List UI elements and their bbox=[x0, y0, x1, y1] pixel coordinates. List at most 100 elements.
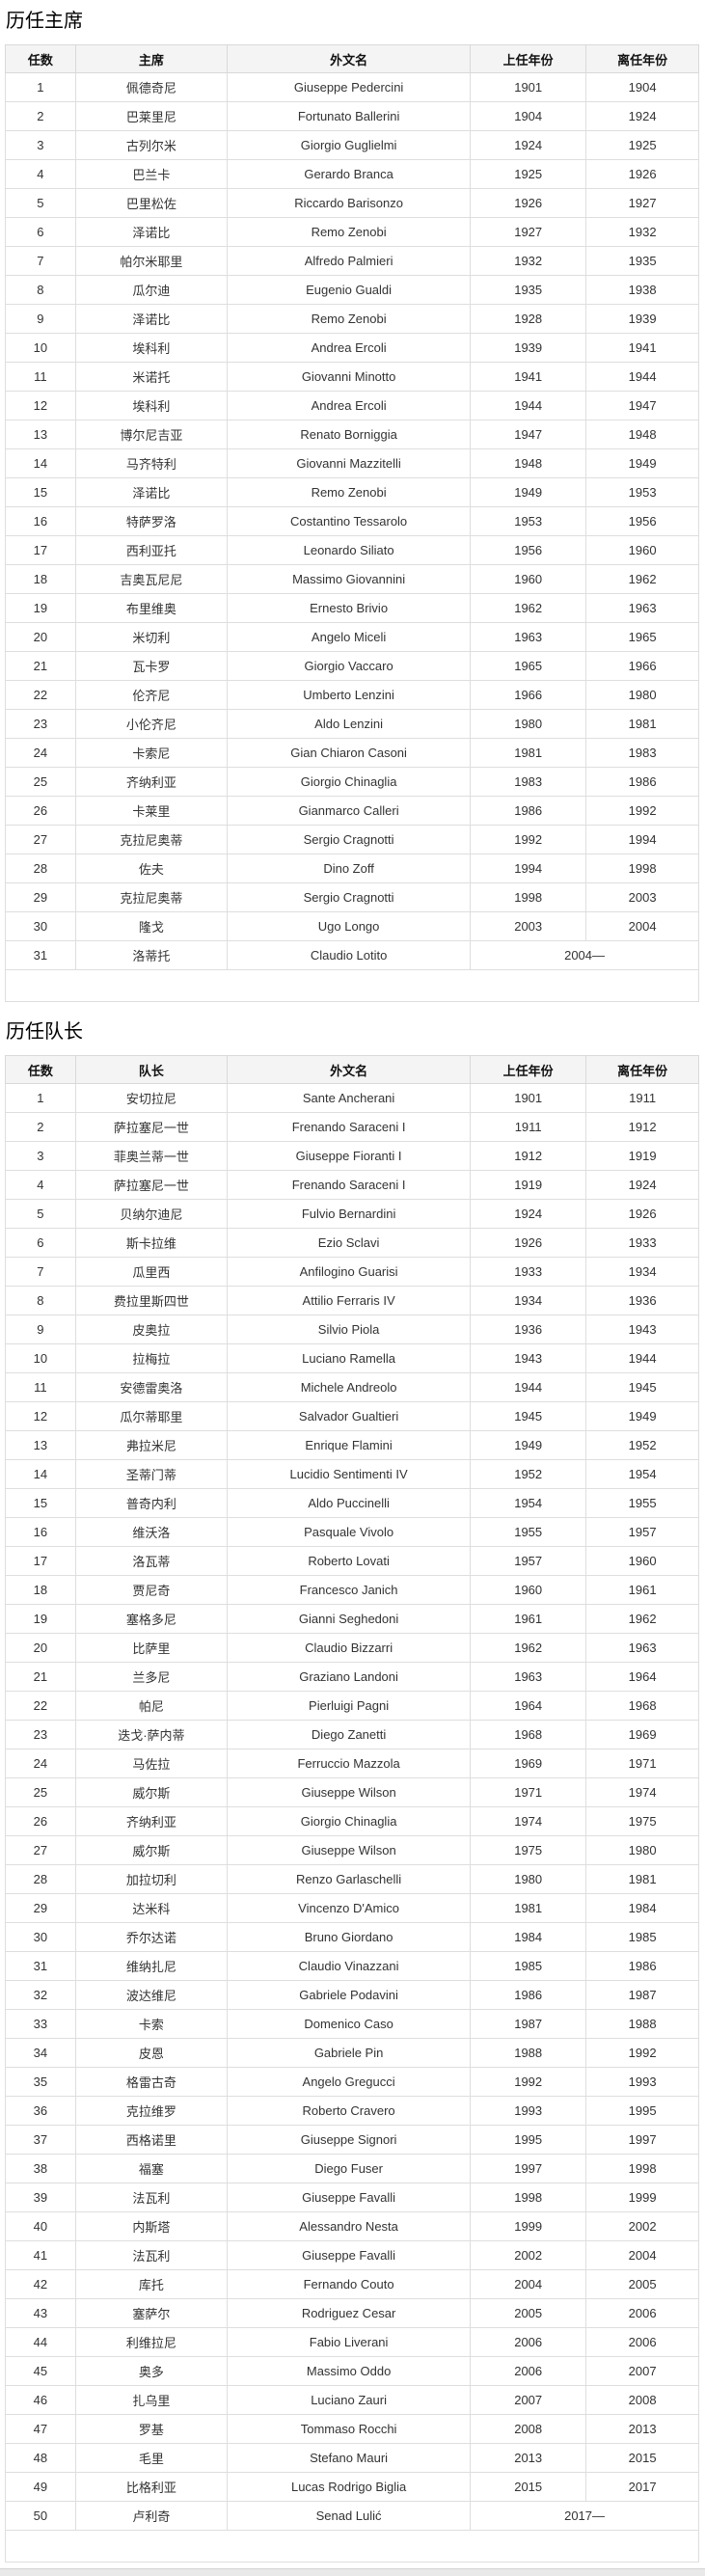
table-cell: Giuseppe Wilson bbox=[227, 1835, 472, 1865]
table-cell: 巴兰卡 bbox=[74, 159, 229, 189]
table-cell: 1954 bbox=[585, 1459, 699, 1489]
table-row: 8 费拉里斯四世 Attilio Ferraris IV 1934 1936 bbox=[5, 1286, 699, 1315]
table-cell: 米切利 bbox=[74, 622, 229, 652]
table-cell: 1911 bbox=[585, 1083, 699, 1113]
table-row: 44 利维拉尼 Fabio Liverani 2006 2006 bbox=[5, 2327, 699, 2357]
table-cell: 4 bbox=[5, 159, 76, 189]
table-cell: 26 bbox=[5, 1806, 76, 1836]
table-cell: 15 bbox=[5, 1488, 76, 1518]
table-cell: 1943 bbox=[470, 1343, 587, 1373]
table-cell: 30 bbox=[5, 1922, 76, 1952]
table-cell: Francesco Janich bbox=[227, 1575, 472, 1605]
table-cell: 泽诺比 bbox=[74, 217, 229, 247]
table-cell: 1963 bbox=[585, 1633, 699, 1663]
table-cell: 齐纳利亚 bbox=[74, 767, 229, 797]
table-cell: Fulvio Bernardini bbox=[227, 1199, 472, 1229]
table-cell: 1998 bbox=[585, 854, 699, 883]
table-cell: 25 bbox=[5, 1777, 76, 1807]
table-row: 7 帕尔米耶里 Alfredo Palmieri 1932 1935 bbox=[5, 246, 699, 276]
table-cell: 安德雷奥洛 bbox=[74, 1372, 229, 1402]
table-cell: 1971 bbox=[585, 1749, 699, 1778]
table-cell: Aldo Puccinelli bbox=[227, 1488, 472, 1518]
table-cell: 19 bbox=[5, 593, 76, 623]
table-row: 23 小伦齐尼 Aldo Lenzini 1980 1981 bbox=[5, 709, 699, 739]
table-cell: Aldo Lenzini bbox=[227, 709, 472, 739]
table-cell: Giorgio Chinaglia bbox=[227, 1806, 472, 1836]
table-cell: 1912 bbox=[585, 1112, 699, 1142]
table-cell: 1919 bbox=[585, 1141, 699, 1171]
table-cell: 1984 bbox=[585, 1893, 699, 1923]
table-row: 33 卡索 Domenico Caso 1987 1988 bbox=[5, 2009, 699, 2039]
presidents-table-head: 任数 主席 外文名 上任年份 离任年份 bbox=[5, 44, 699, 73]
table-cell: Ernesto Brivio bbox=[227, 593, 472, 623]
table-cell: Ferruccio Mazzola bbox=[227, 1749, 472, 1778]
table-cell: 1901 bbox=[470, 1083, 587, 1113]
header-row: 任数 队长 外文名 上任年份 离任年份 bbox=[5, 1055, 699, 1084]
table-cell: 1944 bbox=[585, 1343, 699, 1373]
table-cell: 博尔尼吉亚 bbox=[74, 420, 229, 449]
table-cell: 1961 bbox=[470, 1604, 587, 1634]
table-cell: Claudio Vinazzani bbox=[227, 1951, 472, 1981]
empty-row bbox=[5, 2530, 699, 2562]
table-cell: 1948 bbox=[585, 420, 699, 449]
table-cell: 21 bbox=[5, 651, 76, 681]
empty-cell bbox=[5, 2530, 699, 2562]
table-cell: Rodriguez Cesar bbox=[227, 2298, 472, 2328]
captains-table-head: 任数 队长 外文名 上任年份 离任年份 bbox=[5, 1055, 699, 1084]
table-cell: Claudio Bizzarri bbox=[227, 1633, 472, 1663]
table-cell: 14 bbox=[5, 1459, 76, 1489]
table-cell: 1955 bbox=[585, 1488, 699, 1518]
table-cell: 卡莱里 bbox=[74, 796, 229, 826]
table-cell: 2008 bbox=[585, 2385, 699, 2415]
table-row: 40 内斯塔 Alessandro Nesta 1999 2002 bbox=[5, 2211, 699, 2241]
table-cell: 1924 bbox=[470, 130, 587, 160]
table-cell: 伦齐尼 bbox=[74, 680, 229, 710]
table-row: 10 拉梅拉 Luciano Ramella 1943 1944 bbox=[5, 1343, 699, 1373]
table-cell: 1965 bbox=[585, 622, 699, 652]
table-cell: 1924 bbox=[585, 101, 699, 131]
table-cell: 1948 bbox=[470, 448, 587, 478]
table-cell: 格雷古奇 bbox=[74, 2067, 229, 2097]
table-cell: 1960 bbox=[470, 564, 587, 594]
table-cell: 20 bbox=[5, 1633, 76, 1663]
table-row: 19 布里维奥 Ernesto Brivio 1962 1963 bbox=[5, 593, 699, 623]
table-cell: 20 bbox=[5, 622, 76, 652]
table-cell: 28 bbox=[5, 1864, 76, 1894]
table-row: 18 吉奥瓦尼尼 Massimo Giovannini 1960 1962 bbox=[5, 564, 699, 594]
table-cell: 贾尼奇 bbox=[74, 1575, 229, 1605]
table-cell: 1960 bbox=[585, 535, 699, 565]
table-cell: 帕尔米耶里 bbox=[74, 246, 229, 276]
table-cell: 1949 bbox=[470, 477, 587, 507]
table-cell: 古列尔米 bbox=[74, 130, 229, 160]
table-cell: Gianni Seghedoni bbox=[227, 1604, 472, 1634]
table-cell: 49 bbox=[5, 2472, 76, 2502]
table-cell: 达米科 bbox=[74, 1893, 229, 1923]
table-cell: 马齐特利 bbox=[74, 448, 229, 478]
table-row: 13 博尔尼吉亚 Renato Borniggia 1947 1948 bbox=[5, 420, 699, 449]
table-cell: 46 bbox=[5, 2385, 76, 2415]
section-captains: 历任队长 任数 队长 外文名 上任年份 离任年份 1 安切拉尼 Sante Ancheran… bbox=[5, 1021, 699, 2562]
table-cell: Renato Borniggia bbox=[227, 420, 472, 449]
table-cell: 11 bbox=[5, 362, 76, 392]
table-cell: Fabio Liverani bbox=[227, 2327, 472, 2357]
table-row: 29 达米科 Vincenzo D'Amico 1981 1984 bbox=[5, 1893, 699, 1923]
table-cell: 24 bbox=[5, 1749, 76, 1778]
table-row: 23 迭戈·萨内蒂 Diego Zanetti 1968 1969 bbox=[5, 1720, 699, 1749]
table-row: 24 卡索尼 Gian Chiaron Casoni 1981 1983 bbox=[5, 738, 699, 768]
table-cell: 巴莱里尼 bbox=[74, 101, 229, 131]
table-cell: 1926 bbox=[470, 1228, 587, 1258]
table-cell: 克拉维罗 bbox=[74, 2096, 229, 2126]
table-cell: 瓦卡罗 bbox=[74, 651, 229, 681]
table-cell: 弗拉米尼 bbox=[74, 1430, 229, 1460]
table-cell: 1941 bbox=[585, 333, 699, 363]
table-cell: 1933 bbox=[470, 1257, 587, 1287]
table-cell: Giuseppe Signori bbox=[227, 2125, 472, 2155]
table-cell: 圣蒂门蒂 bbox=[74, 1459, 229, 1489]
table-cell: Fernando Couto bbox=[227, 2269, 472, 2299]
table-cell: 马佐拉 bbox=[74, 1749, 229, 1778]
table-cell: 1901 bbox=[470, 72, 587, 102]
table-cell: 塞格多尼 bbox=[74, 1604, 229, 1634]
table-cell: 克拉尼奥蒂 bbox=[74, 882, 229, 912]
table-cell: 29 bbox=[5, 882, 76, 912]
